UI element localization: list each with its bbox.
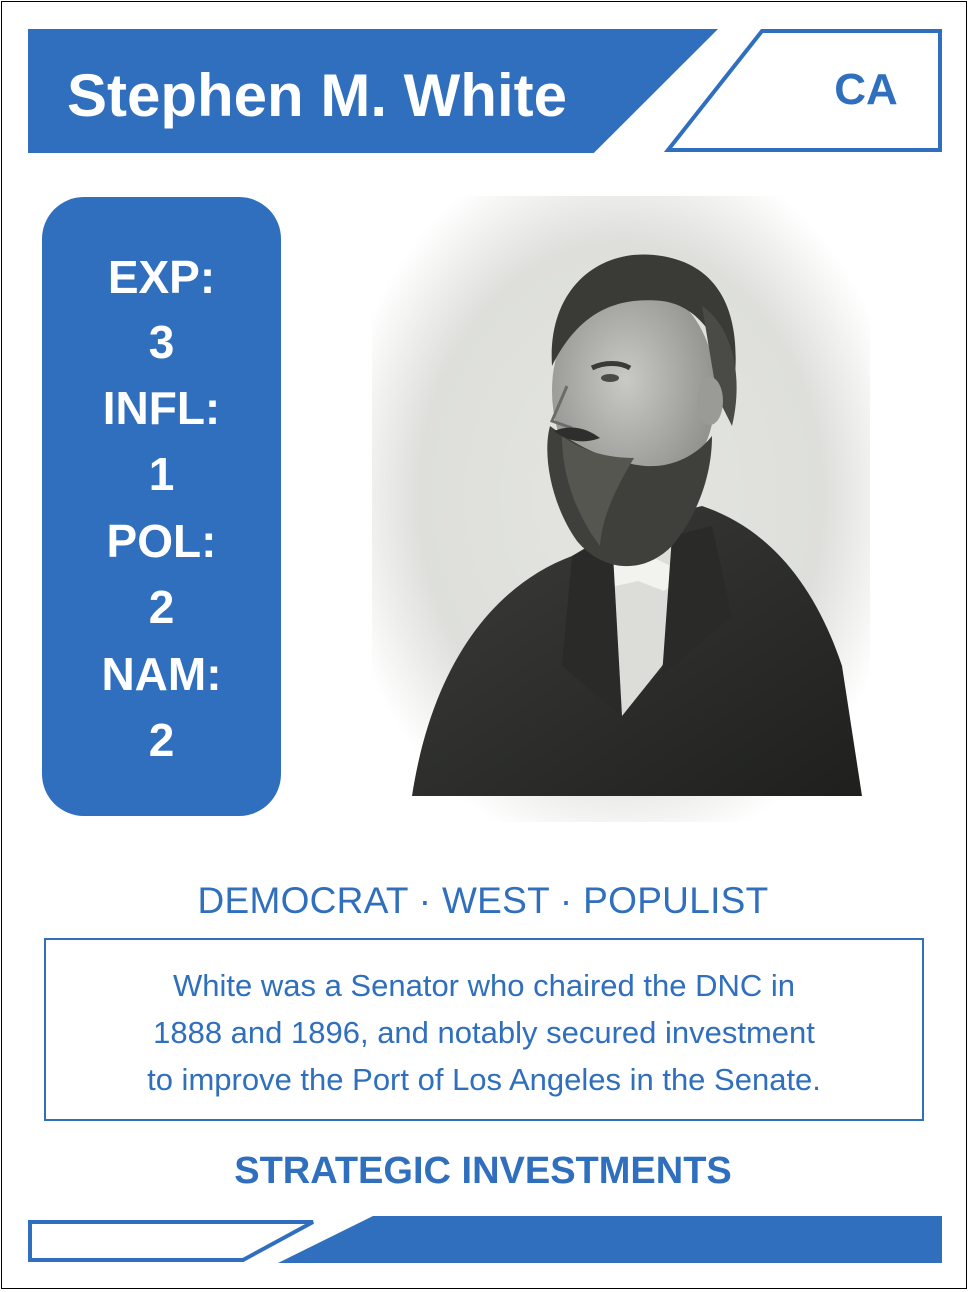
stats-panel: EXP: 3 INFL: 1 POL: 2 NAM: 2 [42,197,281,816]
exp-value: 3 [148,316,175,368]
description-line: 1888 and 1896, and notably secured inves… [153,1015,815,1050]
description-line: White was a Senator who chaired the DNC … [172,968,795,1003]
infl-label: INFL: [102,382,221,434]
exp-label: EXP: [107,251,216,303]
card-name: Stephen M. White [67,62,567,129]
description-box: White was a Senator who chaired the DNC … [44,938,924,1121]
nam-value: 2 [148,714,175,766]
footer-bar [28,1216,942,1263]
name-banner [28,29,718,153]
description-text: White was a Senator who chaired the DNC … [46,962,922,1103]
infl-value: 1 [148,448,175,500]
state-code: CA [834,65,898,114]
nam-label: NAM: [101,648,222,700]
description-line: to improve the Port of Los Angeles in th… [147,1062,821,1097]
state-badge [664,29,942,153]
card-tags: DEMOCRAT · WEST · POPULIST [197,880,769,921]
ability-name: STRATEGIC INVESTMENTS [234,1150,732,1192]
pol-label: POL: [106,515,217,567]
pol-value: 2 [148,581,175,633]
portrait-image [372,196,870,822]
